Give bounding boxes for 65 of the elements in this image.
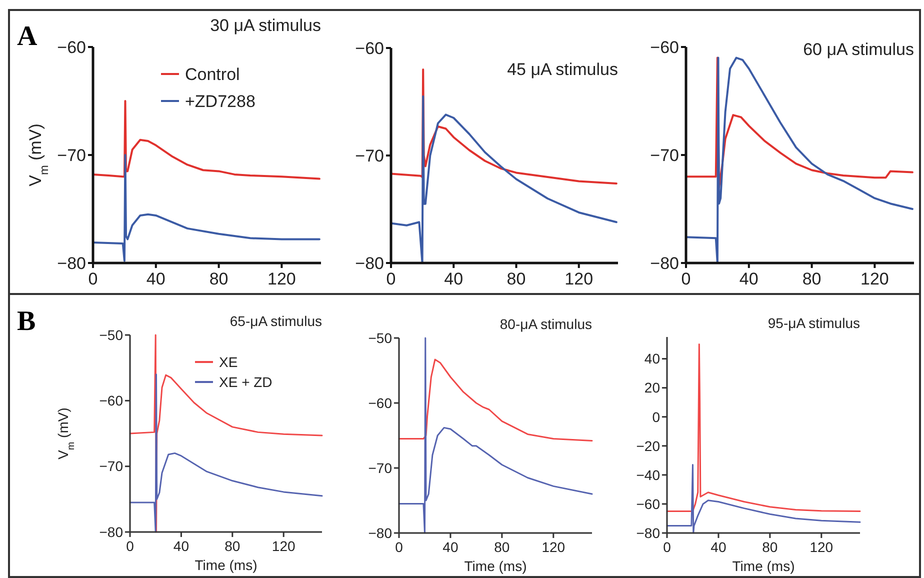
x-tick-label: 0 (681, 270, 691, 289)
chart-title: 95-μA stimulus (768, 315, 860, 331)
y-tick-label: −80 (636, 524, 660, 541)
x-tick-label: 40 (710, 539, 726, 556)
y-tick-label: −50 (99, 326, 124, 343)
y-tick-label: −80 (650, 254, 679, 273)
x-axis-title: Time (ms) (464, 558, 527, 574)
line-series (92, 154, 320, 262)
chart-title: 80-μA stimulus (500, 316, 592, 332)
line-series (685, 56, 914, 188)
legend-label: +ZD7288 (185, 92, 256, 111)
y-tick-label: −70 (57, 146, 86, 165)
legend-label: XE + ZD (219, 374, 272, 390)
y-tick-label: 40 (644, 350, 660, 367)
y-tick-label: −70 (99, 458, 124, 474)
x-tick-label: 80 (224, 538, 240, 554)
x-tick-label: 40 (739, 270, 758, 289)
y-tick-label: −60 (636, 496, 660, 512)
x-tick-label: 40 (146, 270, 166, 289)
y-tick-label: −50 (368, 330, 392, 346)
y-tick-label: −60 (57, 38, 86, 57)
y-tick-label: −80 (99, 524, 124, 540)
y-tick-label: −70 (355, 146, 384, 166)
text: 45 μA stimulus (507, 60, 618, 79)
chart-title: 30 μA stimulus (210, 16, 321, 35)
y-tick-label: −60 (99, 392, 124, 409)
x-tick-label: 120 (272, 538, 296, 554)
x-tick-label: 40 (444, 270, 464, 289)
x-tick-label: 120 (268, 270, 296, 289)
y-tick-label: −60 (368, 394, 392, 411)
x-tick-label: 80 (762, 539, 778, 556)
y-tick-label: 20 (644, 380, 660, 396)
y-tick-label: −70 (650, 146, 679, 165)
x-tick-label: 80 (802, 270, 822, 289)
y-tick-label: −70 (368, 460, 392, 476)
x-tick-label: 40 (442, 539, 458, 556)
x-axis-title: Time (ms) (194, 557, 258, 573)
x-tick-label: 0 (395, 539, 404, 556)
x-tick-label: 120 (564, 270, 594, 289)
x-axis-title: Time (ms) (732, 558, 795, 574)
y-tick-label: −80 (368, 524, 392, 541)
line-series (398, 337, 593, 534)
text: B (17, 306, 36, 337)
text: A (17, 21, 38, 52)
chart-title: 65-μA stimulus (230, 313, 322, 329)
y-tick-label: 0 (652, 408, 660, 425)
x-tick-label: 80 (494, 539, 510, 556)
x-tick-label: 0 (126, 538, 134, 554)
y-tick-label: −80 (355, 254, 384, 273)
x-tick-label: 40 (173, 538, 190, 554)
x-tick-label: 120 (542, 539, 566, 556)
y-tick-label: −60 (355, 38, 384, 58)
legend-label: XE (219, 354, 238, 370)
line-series (666, 344, 861, 512)
x-tick-label: 80 (209, 270, 228, 289)
y-tick-label: −80 (57, 254, 86, 273)
y-tick-label: −40 (636, 466, 660, 483)
legend-label: Control (185, 64, 240, 84)
x-tick-label: 120 (810, 539, 834, 556)
chart-title: 60 μA stimulus (803, 40, 914, 59)
y-tick-label: −60 (650, 38, 679, 57)
y-tick-label: −20 (636, 438, 660, 454)
x-tick-label: 120 (860, 270, 889, 289)
x-tick-label: 80 (506, 270, 526, 289)
line-series (398, 358, 593, 442)
